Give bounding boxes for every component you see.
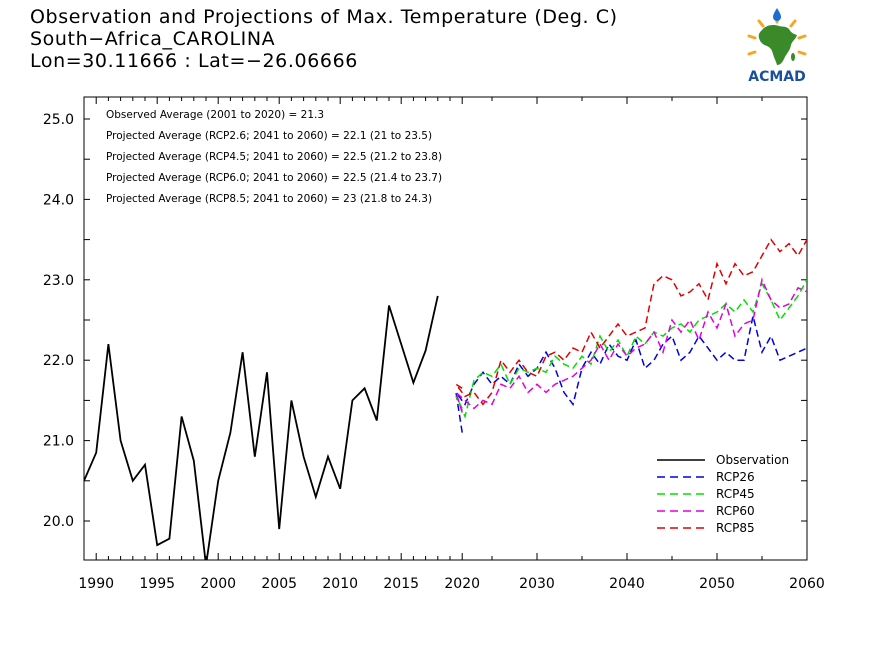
chart-title: Observation and Projections of Max. Temp… [30, 6, 618, 28]
x-tick-label: 2000 [200, 576, 236, 592]
stat-rcp45: Projected Average (RCP4.5; 2041 to 2060)… [106, 151, 442, 163]
axis-ticks [84, 97, 808, 560]
drop-icon [773, 8, 781, 21]
y-axis-labels: 20.0 21.0 22.0 23.0 24.0 25.0 [43, 112, 74, 530]
stat-rcp60: Projected Average (RCP6.0; 2041 to 2060)… [106, 172, 442, 184]
series-line-rcp45 [455, 279, 807, 419]
location-name: South−Africa_CAROLINA [30, 28, 276, 50]
series-lines [84, 238, 807, 560]
plot-frame [83, 96, 808, 561]
x-tick-label: 2020 [444, 576, 480, 592]
legend-label-rcp85: RCP85 [716, 521, 755, 535]
series-line-rcp85 [455, 238, 807, 406]
y-tick-label: 23.0 [43, 273, 74, 289]
legend-label-observation: Observation [716, 453, 789, 467]
y-tick-label: 21.0 [43, 434, 74, 450]
legend: Observation RCP26 RCP45 RCP60 RCP85 [657, 453, 789, 535]
y-tick-label: 20.0 [43, 514, 74, 530]
x-tick-label: 1995 [139, 576, 175, 592]
x-tick-label: 2005 [261, 576, 297, 592]
stat-rcp85: Projected Average (RCP8.5; 2041 to 2060)… [106, 193, 432, 205]
x-tick-label: 1990 [78, 576, 114, 592]
series-line-rcp26 [455, 315, 807, 433]
x-tick-label: 2010 [322, 576, 358, 592]
legend-label-rcp26: RCP26 [716, 470, 755, 484]
legend-label-rcp60: RCP60 [716, 504, 755, 518]
x-tick-label: 2060 [789, 576, 825, 592]
y-tick-label: 25.0 [43, 112, 74, 128]
acmad-logo: ACMAD [747, 8, 807, 85]
title-block: Observation and Projections of Max. Temp… [30, 6, 618, 72]
y-tick-label: 24.0 [43, 192, 74, 208]
y-tick-label: 22.0 [43, 353, 74, 369]
x-tick-label: 2050 [699, 576, 735, 592]
x-tick-label: 2030 [519, 576, 555, 592]
sun-rays-icon [747, 14, 807, 56]
series-line-observation [84, 295, 439, 560]
coordinates: Lon=30.11666 : Lat=−26.06666 [30, 50, 358, 72]
logo-text: ACMAD [748, 69, 806, 85]
x-axis-labels: 1990 1995 2000 2005 2010 2015 2020 2030 2040 2050… [78, 576, 824, 592]
stat-rcp26: Projected Average (RCP2.6; 2041 to 2060)… [106, 130, 432, 142]
africa-icon [758, 25, 797, 65]
stats-annotations: Observed Average (2001 to 2020) = 21.3 P… [106, 109, 442, 205]
stat-observed: Observed Average (2001 to 2020) = 21.3 [106, 109, 324, 121]
series-line-rcp60 [454, 277, 807, 413]
x-tick-label: 2015 [383, 576, 419, 592]
x-tick-label: 2040 [609, 576, 645, 592]
legend-label-rcp45: RCP45 [716, 487, 755, 501]
